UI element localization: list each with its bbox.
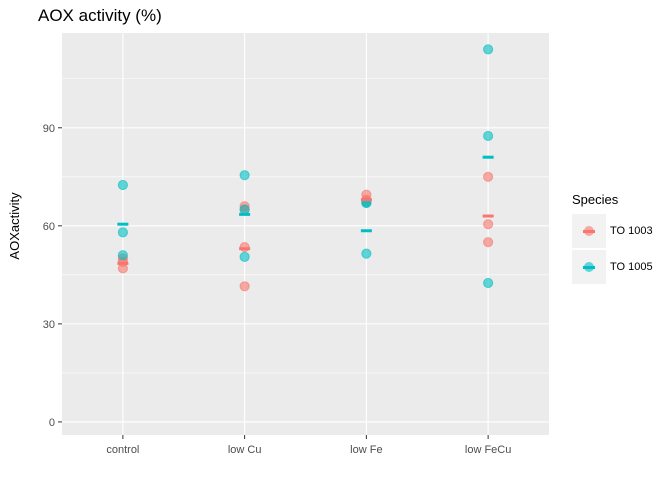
data-point bbox=[239, 241, 250, 253]
legend-label-to-1005: TO 1005 bbox=[610, 261, 653, 273]
data-point bbox=[483, 219, 494, 230]
legend-label-to-1003: TO 1003 bbox=[610, 225, 653, 237]
legend-dash-icon bbox=[583, 266, 595, 269]
data-point bbox=[239, 251, 250, 262]
data-point bbox=[239, 281, 250, 292]
data-point bbox=[483, 237, 494, 248]
y-axis-ticks: 0 30 60 90 bbox=[43, 123, 62, 429]
data-point bbox=[239, 204, 250, 215]
x-tick-label: low Cu bbox=[228, 444, 262, 456]
y-tick-label: 0 bbox=[49, 417, 55, 429]
x-tick-label: low Fe bbox=[350, 444, 382, 456]
data-point bbox=[483, 277, 494, 289]
y-tick-label: 30 bbox=[43, 319, 55, 331]
x-tick-label: low FeCu bbox=[465, 444, 511, 456]
data-point bbox=[117, 179, 128, 191]
data-point bbox=[483, 171, 494, 182]
legend-key-to-1003 bbox=[572, 214, 606, 248]
legend-title: Species bbox=[572, 192, 619, 207]
y-axis-title: AOXactivity bbox=[7, 192, 22, 260]
minor-gridlines bbox=[62, 78, 549, 374]
legend-item-to-1003[interactable]: TO 1003 bbox=[572, 213, 653, 249]
chart-title: AOX activity (%) bbox=[38, 6, 162, 25]
data-point bbox=[117, 227, 128, 238]
data-points bbox=[117, 44, 494, 292]
legend-key-to-1005 bbox=[572, 250, 606, 284]
data-point bbox=[483, 44, 494, 55]
plot-panel bbox=[62, 33, 549, 435]
y-tick-label: 60 bbox=[43, 221, 55, 233]
y-tick-label: 90 bbox=[43, 123, 55, 135]
legend-dash-icon bbox=[583, 230, 595, 233]
data-point bbox=[483, 130, 494, 142]
legend: Species TO 1003 TO 1005 bbox=[572, 192, 653, 285]
legend-item-to-1005[interactable]: TO 1005 bbox=[572, 249, 653, 285]
mean-markers bbox=[117, 155, 494, 265]
x-axis-ticks: control low Cu low Fe low FeCu bbox=[106, 435, 511, 456]
data-point bbox=[239, 170, 250, 181]
data-point bbox=[117, 250, 128, 261]
x-tick-label: control bbox=[106, 444, 139, 456]
data-point bbox=[361, 248, 372, 259]
